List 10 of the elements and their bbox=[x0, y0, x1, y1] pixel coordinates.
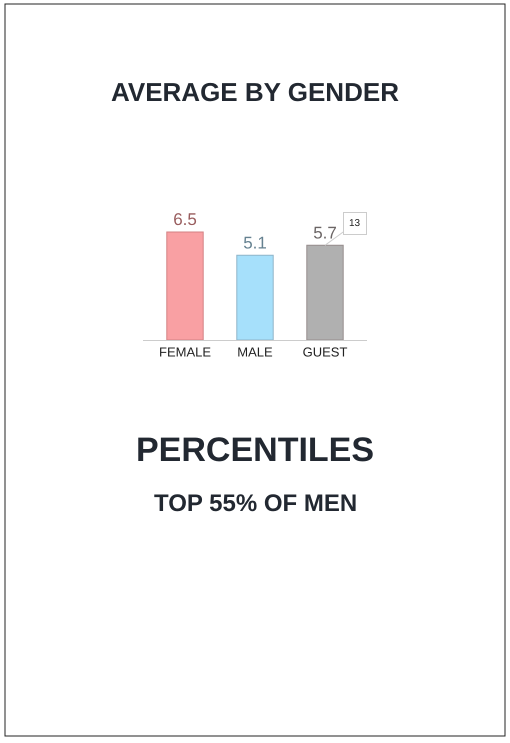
x-tick-label: MALE bbox=[237, 344, 274, 360]
x-tick-label: FEMALE bbox=[158, 344, 212, 360]
text: PERCENTILES bbox=[136, 431, 374, 469]
data-label: 5.7 bbox=[313, 223, 337, 242]
data-label: 5.1 bbox=[243, 233, 267, 252]
annotation: 13 bbox=[349, 218, 361, 229]
text: TOP 55% OF MEN bbox=[154, 490, 358, 517]
x-tick-label: GUEST bbox=[302, 344, 348, 360]
data-label: 6.5 bbox=[173, 210, 197, 229]
chart-title: AVERAGE BY GENDER bbox=[111, 77, 400, 108]
